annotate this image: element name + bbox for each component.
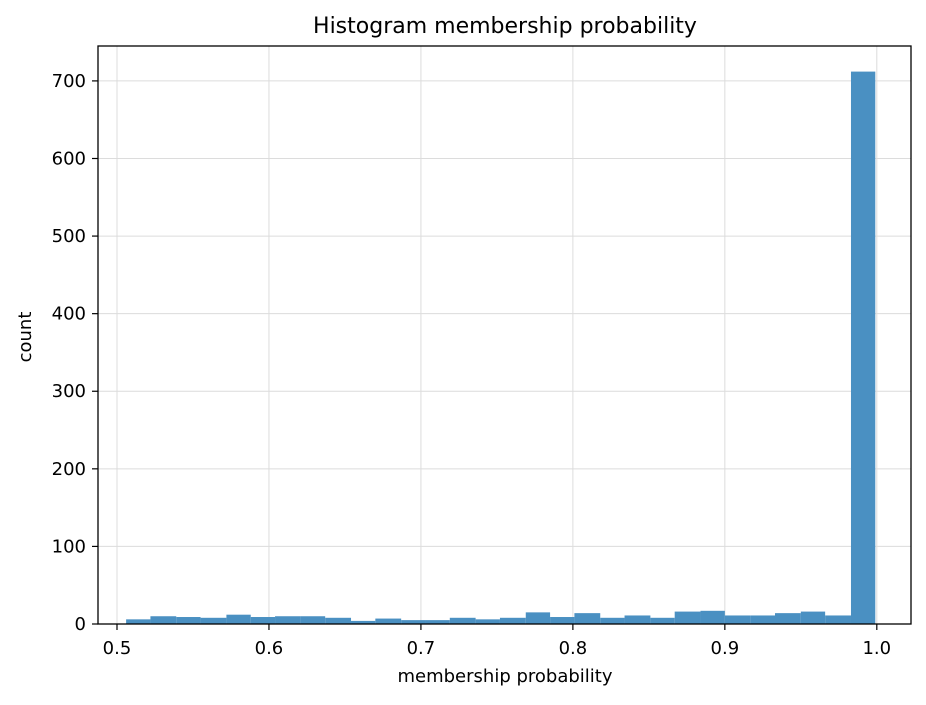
histogram-bar	[650, 617, 675, 624]
histogram-bar	[825, 615, 851, 624]
bars-layer	[126, 71, 876, 625]
y-tick-label: 200	[52, 459, 86, 480]
grid-layer	[98, 46, 911, 625]
x-axis-label: membership probability	[397, 666, 612, 687]
y-tick-label: 0	[75, 614, 86, 635]
x-tick-label: 0.9	[711, 638, 740, 659]
histogram-bar	[275, 616, 301, 624]
histogram-bar	[401, 620, 426, 624]
histogram-bar	[550, 617, 575, 624]
histogram-bar	[150, 616, 177, 624]
histogram-bar	[325, 617, 352, 624]
x-tick-label: 0.7	[407, 638, 436, 659]
histogram-bar	[250, 617, 276, 624]
histogram-bar	[475, 619, 500, 624]
histogram-bar	[600, 617, 625, 624]
y-axis-label: count	[15, 312, 36, 363]
y-tick-label: 400	[52, 304, 86, 325]
chart-title: Histogram membership probability	[313, 14, 697, 39]
histogram-bar	[200, 617, 227, 624]
histogram-bar	[226, 614, 251, 624]
y-tick-label: 500	[52, 226, 86, 247]
histogram-bar	[774, 613, 801, 624]
histogram-bar	[126, 619, 151, 624]
histogram-bar	[351, 620, 376, 624]
histogram-bar	[375, 618, 402, 624]
histogram-bar	[800, 611, 826, 624]
histogram-bar	[449, 617, 476, 624]
x-tick-label: 0.6	[255, 638, 284, 659]
histogram-bar	[750, 615, 775, 624]
histogram-bar	[724, 615, 751, 624]
ticks-layer: 0.5 0.6 0.7 0.8 0.9 1.0 0 100 200 300 400 500 600 700	[52, 71, 891, 659]
histogram-bar	[574, 613, 601, 624]
y-tick-label: 600	[52, 148, 86, 169]
histogram-bar	[499, 617, 526, 624]
x-tick-label: 0.8	[559, 638, 588, 659]
plot-frame	[97, 45, 912, 625]
histogram-bar	[700, 610, 725, 624]
histogram-bar	[300, 616, 326, 624]
x-tick-label: 0.5	[103, 638, 132, 659]
histogram-bar	[425, 620, 450, 624]
y-tick-label: 300	[52, 381, 86, 402]
histogram-bar	[674, 611, 701, 624]
histogram-bar	[850, 71, 876, 625]
histogram-bar	[176, 617, 201, 624]
y-tick-label: 100	[52, 536, 86, 557]
y-tick-label: 700	[52, 71, 86, 92]
x-tick-label: 1.0	[862, 638, 891, 659]
histogram-bar	[624, 615, 651, 624]
histogram-bar	[525, 612, 551, 624]
